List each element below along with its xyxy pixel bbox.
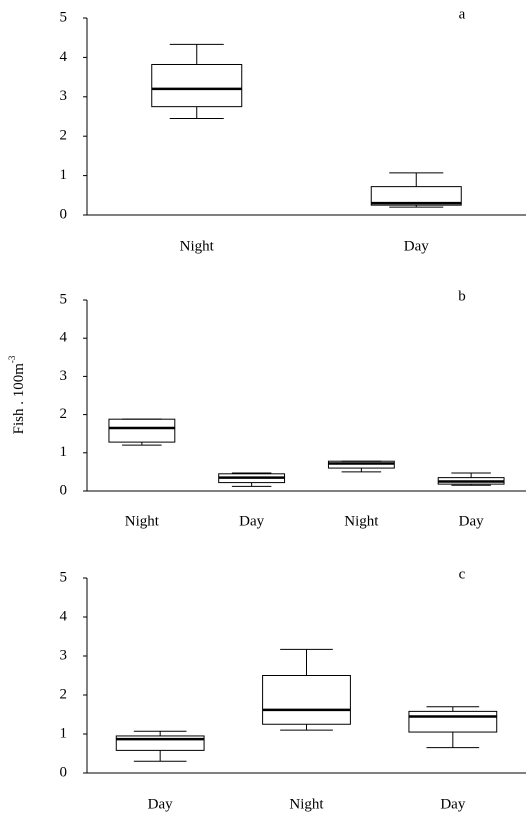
y-tick-label: 5 (60, 291, 68, 307)
y-tick-label: 5 (60, 9, 68, 25)
y-tick-label: 2 (60, 128, 68, 144)
y-tick-label: 3 (60, 647, 68, 663)
x-tick-label: Night (180, 238, 215, 254)
panel-label: a (459, 6, 466, 22)
y-tick-label: 0 (60, 482, 68, 498)
box (108, 418, 176, 443)
y-tick-label: 2 (60, 406, 68, 422)
box (115, 735, 205, 751)
box (262, 675, 351, 725)
x-tick-label: Night (344, 513, 379, 529)
x-tick-label: Day (404, 238, 429, 254)
panel-label: b (458, 288, 466, 304)
y-axis-label-main: Fish . 100m (11, 363, 27, 435)
y-tick-label: 4 (60, 330, 68, 346)
y-tick-label: 3 (60, 368, 68, 384)
box (370, 186, 462, 206)
x-tick-label: Day (459, 513, 484, 529)
x-tick-label: Day (440, 796, 465, 812)
y-tick-label: 5 (60, 569, 68, 585)
y-tick-label: 4 (60, 49, 68, 65)
y-axis-label-superscript: -3 (7, 355, 17, 363)
panel-label: c (459, 566, 466, 582)
box (151, 63, 243, 108)
y-tick-label: 0 (60, 764, 68, 780)
x-tick-label: Day (148, 796, 173, 812)
box (408, 710, 498, 733)
x-tick-label: Night (289, 796, 324, 812)
y-tick-label: 1 (60, 444, 68, 460)
y-tick-label: 2 (60, 686, 68, 702)
x-tick-label: Day (239, 513, 264, 529)
y-axis-label: Fish . 100m-3 (7, 355, 27, 434)
y-tick-label: 4 (60, 608, 68, 624)
y-tick-label: 3 (60, 88, 68, 104)
x-tick-label: Night (125, 513, 160, 529)
y-tick-label: 0 (60, 206, 68, 222)
y-tick-label: 1 (60, 725, 68, 741)
y-tick-label: 1 (60, 167, 68, 183)
